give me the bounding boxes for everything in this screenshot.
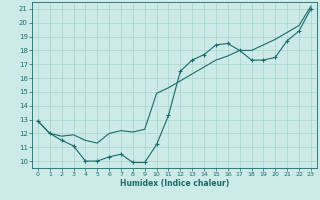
X-axis label: Humidex (Indice chaleur): Humidex (Indice chaleur) — [120, 179, 229, 188]
